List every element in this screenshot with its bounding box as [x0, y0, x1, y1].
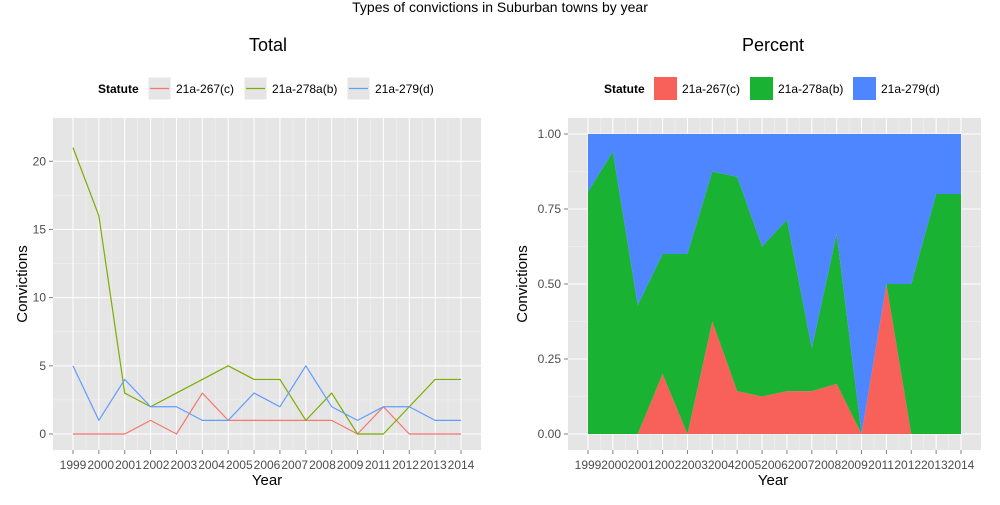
x-tick-label: 2004 [198, 458, 225, 472]
x-tick-label: 1999 [575, 458, 602, 472]
x-tick-label: 2009 [337, 458, 364, 472]
x-tick-label: 2002 [143, 458, 170, 472]
x-tick-label: 2004 [708, 458, 735, 472]
x-axis-total: 1999 2000 2001 2002 2003 2004 2005 2006 2007 2008… [60, 450, 475, 472]
chart-percent: Percent Statute 21a-267(c) 21a-278a(b) 2… [514, 35, 981, 489]
legend-label-267c: 21a-267(c) [176, 82, 234, 96]
gridlines-total [53, 118, 481, 450]
legend-title-total: Statute [98, 82, 139, 96]
y-tick-label: 1.00 [538, 127, 562, 141]
x-tick-label: 2013 [921, 458, 948, 472]
x-tick-label: 1999 [60, 458, 87, 472]
x-tick-label: 2006 [254, 458, 281, 472]
x-tick-label: 2011 [365, 458, 391, 472]
y-axis-label-total: Convictions [14, 245, 31, 323]
x-axis-percent: 1999 2000 2001 2002 2003 2004 2005 2006 2007 2008… [575, 450, 975, 472]
x-tick-label: 2007 [788, 458, 815, 472]
y-tick-label: 0.00 [538, 427, 562, 441]
series-lines-total [72, 147, 461, 435]
y-axis-total: 0 5 10 15 20 [33, 154, 53, 441]
y-tick-label: 20 [33, 154, 47, 168]
chart-title-percent: Percent [742, 35, 804, 55]
x-tick-label: 2003 [681, 458, 708, 472]
legend-label-279d: 21a-279(d) [375, 82, 434, 96]
x-tick-label: 2008 [309, 458, 336, 472]
legend-total: Statute 21a-267(c) 21a-278a(b) 21a-279(d… [98, 76, 434, 101]
x-tick-label: 2006 [761, 458, 788, 472]
legend-percent: Statute 21a-267(c) 21a-278a(b) 21a-279(d… [604, 77, 940, 100]
y-tick-label: 0 [39, 427, 46, 441]
x-tick-label: 2014 [948, 458, 975, 472]
x-tick-label: 2001 [115, 458, 142, 472]
y-axis-label-percent: Convictions [514, 245, 531, 323]
x-tick-label: 2005 [735, 458, 762, 472]
series-areas-percent [588, 134, 961, 434]
y-axis-percent: 0.00 0.25 0.50 0.75 1.00 [538, 127, 568, 441]
x-tick-label: 2001 [628, 458, 655, 472]
series-line-21a-278a(b) [72, 147, 461, 435]
legend-label-278ab: 21a-278a(b) [778, 82, 843, 96]
series-area-21a-267(c) [588, 284, 961, 434]
x-tick-label: 2012 [392, 458, 419, 472]
legend-label-279d: 21a-279(d) [881, 82, 940, 96]
y-tick-label: 10 [33, 291, 47, 305]
x-tick-label: 2009 [841, 458, 868, 472]
legend-title-percent: Statute [604, 82, 645, 96]
series-area-21a-278a(b) [588, 151, 961, 434]
chart-total: Total Statute 21a-267(c) 21a-278a(b) 21a… [14, 35, 481, 489]
x-axis-label-percent: Year [758, 472, 788, 489]
legend-key-fill-267c [654, 77, 677, 100]
x-tick-label: 2012 [894, 458, 921, 472]
y-tick-label: 0.75 [538, 202, 562, 216]
x-axis-label-total: Year [252, 472, 282, 489]
legend-key-fill-278ab [750, 77, 773, 100]
x-tick-label: 2002 [655, 458, 682, 472]
x-tick-label: 2005 [226, 458, 253, 472]
legend-label-278ab: 21a-278a(b) [272, 82, 337, 96]
y-tick-label: 0.50 [538, 277, 562, 291]
x-tick-label: 2008 [814, 458, 841, 472]
y-tick-label: 15 [33, 222, 47, 236]
series-line-21a-279(d) [72, 365, 461, 421]
y-tick-label: 0.25 [538, 352, 562, 366]
series-area-21a-279(d) [588, 134, 961, 434]
x-tick-label: 2011 [868, 458, 894, 472]
figure-suptitle: Types of convictions in Suburban towns b… [352, 0, 648, 15]
legend-label-267c: 21a-267(c) [682, 82, 740, 96]
x-tick-label: 2013 [420, 458, 447, 472]
chart-title-total: Total [249, 35, 287, 55]
y-tick-label: 5 [39, 359, 46, 373]
x-tick-label: 2000 [601, 458, 628, 472]
x-tick-label: 2003 [171, 458, 198, 472]
x-tick-label: 2000 [87, 458, 114, 472]
x-tick-label: 2014 [448, 458, 475, 472]
x-tick-label: 2007 [281, 458, 308, 472]
legend-key-fill-279d [853, 77, 876, 100]
